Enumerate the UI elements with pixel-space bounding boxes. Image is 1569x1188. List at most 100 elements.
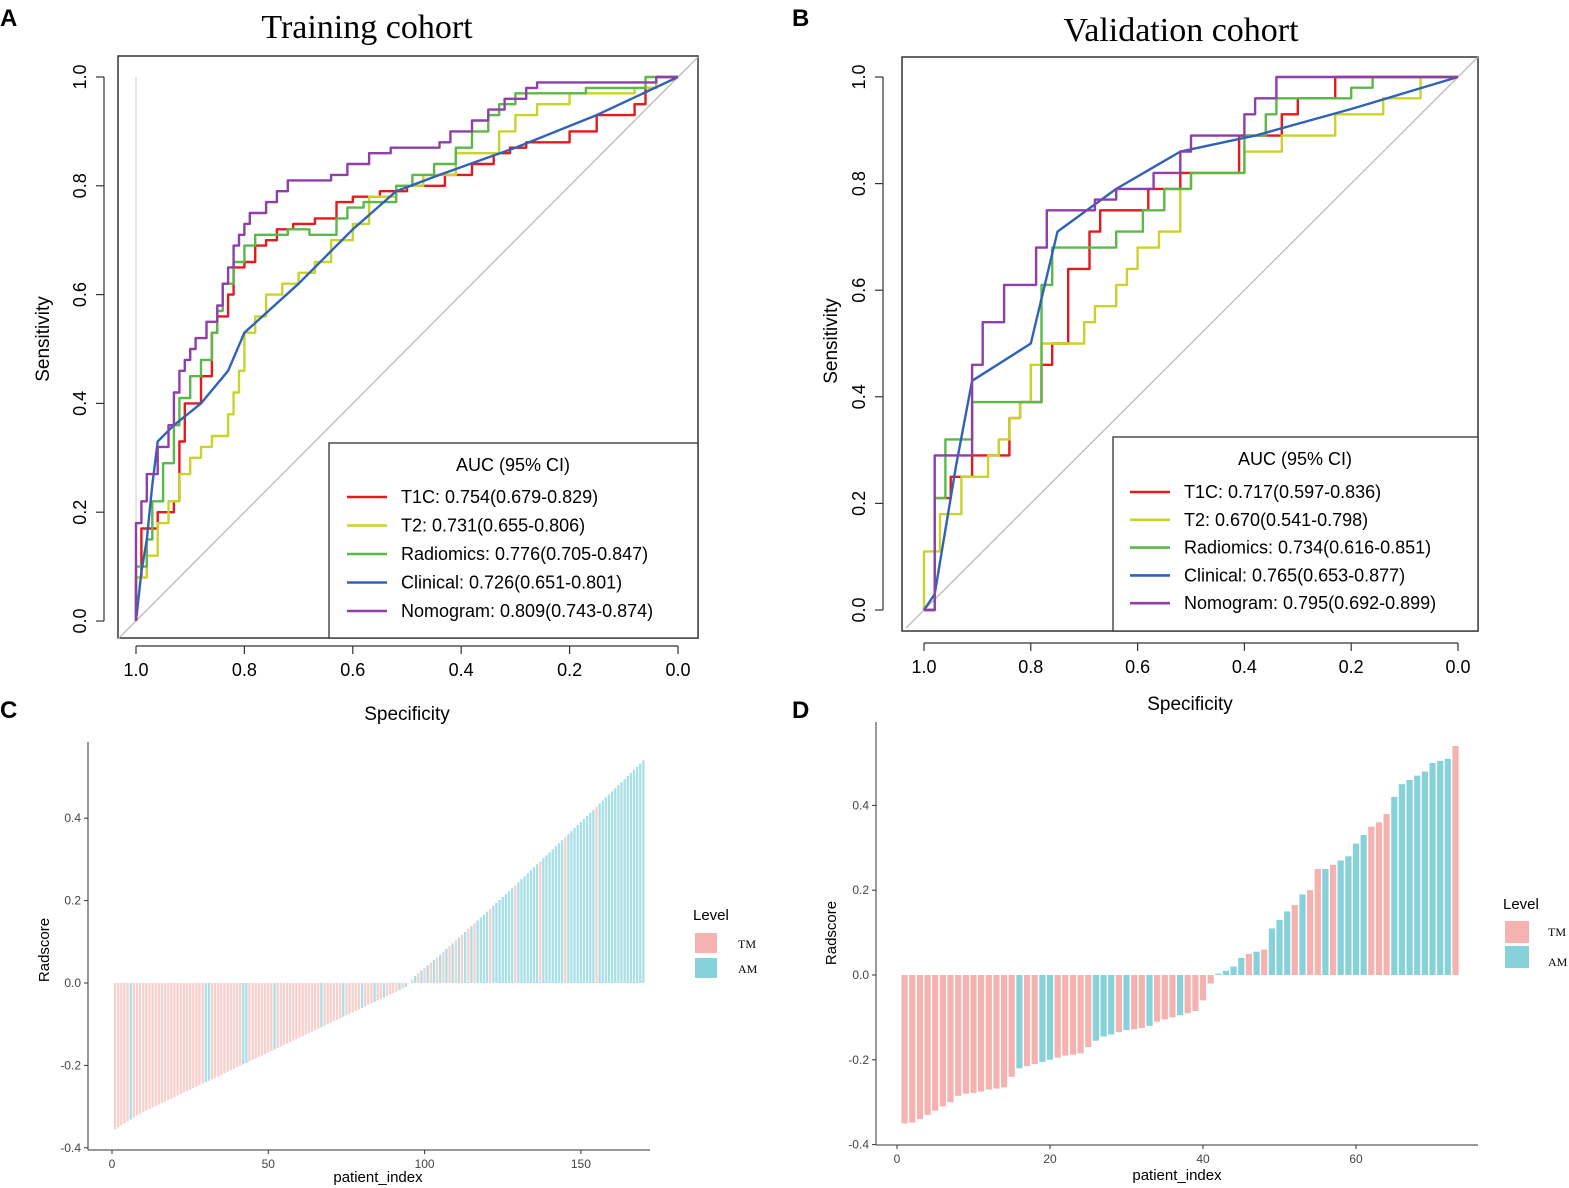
panel-c-bar xyxy=(235,983,239,1068)
panel-c-bar xyxy=(220,983,223,1075)
d-y-tick-label: -0.2 xyxy=(848,1053,869,1067)
panel-c-bar xyxy=(611,791,614,983)
panel-d-bar xyxy=(1291,905,1298,975)
panel-c-bar xyxy=(320,983,323,1028)
panel-c-bar xyxy=(464,932,467,983)
panel-c-bar xyxy=(545,855,548,983)
panel-c-bar xyxy=(113,983,117,1130)
panel-c-legend: Level TM AM xyxy=(693,907,758,978)
b-legend-entry-t1c: T1C: 0.717(0.597-0.836) xyxy=(1184,482,1381,502)
panel-c-legend-tm-label: TM xyxy=(738,937,756,951)
c-y-tick-label: 0.0 xyxy=(64,976,81,990)
panel-d-bar xyxy=(1360,835,1367,975)
panel-d-bar xyxy=(1368,826,1375,975)
panel-a-roc: Training cohort 1.0 0.8 0.6 0.4 0.2 0.0 0.00.… xyxy=(33,9,699,725)
panel-c-bar xyxy=(417,973,420,983)
panel-c-bar xyxy=(529,870,532,983)
panel-c-bar xyxy=(389,983,392,995)
panel-d-bar xyxy=(1146,975,1153,1026)
panel-b-x-label: Specificity xyxy=(1147,694,1233,715)
b-x-tick-label: 0.6 xyxy=(1125,657,1150,677)
d-y-tick-label: 0.0 xyxy=(852,968,869,982)
panel-d-bar xyxy=(1222,970,1230,975)
panel-c-bar xyxy=(454,940,457,983)
panel-label-a: A xyxy=(0,5,17,32)
panel-c-bar xyxy=(289,983,292,1043)
panel-c-bar xyxy=(204,983,207,1083)
panel-c-bar xyxy=(214,983,217,1078)
panel-c-bar xyxy=(295,983,298,1040)
panel-c-legend-tm-swatch xyxy=(695,933,717,953)
panel-c-bar xyxy=(373,983,376,1002)
panel-c-bar xyxy=(370,983,373,1004)
panel-d-bar xyxy=(1046,975,1054,1060)
panel-c-bar xyxy=(332,983,335,1022)
a-y-tick-label: 0.0 xyxy=(70,608,90,633)
panel-d-bar xyxy=(1031,975,1038,1064)
panel-d-bar xyxy=(1314,869,1321,975)
panel-c-bar xyxy=(323,983,326,1026)
panel-c-bar xyxy=(445,949,448,983)
panel-c-bar xyxy=(429,962,432,983)
panel-c-bar xyxy=(179,983,182,1095)
panel-c-bar xyxy=(401,983,404,989)
panel-c-bar xyxy=(604,797,607,983)
panel-d-bar xyxy=(1138,975,1145,1028)
panel-b-roc: Validation cohort 1.0 0.8 0.6 0.4 0.2 0.0 0.0… xyxy=(821,12,1479,715)
b-legend-entry-t2: T2: 0.670(0.541-0.798) xyxy=(1184,510,1368,530)
panel-c-bar xyxy=(501,897,504,983)
a-legend-entry-radiomics: Radiomics: 0.776(0.705-0.847) xyxy=(401,544,648,564)
panel-a-x-axis: 1.0 0.8 0.6 0.4 0.2 0.0 xyxy=(123,645,691,680)
a-y-tick-label: 0.4 xyxy=(70,391,90,416)
panel-a-diagonal xyxy=(117,56,699,640)
b-x-tick-label: 0.0 xyxy=(1445,657,1470,677)
panel-d-bar xyxy=(1230,966,1237,975)
panel-d-x-axis: 0 20 40 60 xyxy=(894,1145,1363,1166)
panel-d-bar xyxy=(1452,746,1459,975)
panel-c-bar xyxy=(367,983,370,1005)
panel-d-bar xyxy=(1375,822,1383,975)
panel-c-bar xyxy=(435,957,439,983)
panel-c-bar xyxy=(564,837,567,983)
panel-d-bar xyxy=(1276,919,1283,975)
panel-c-bar xyxy=(629,772,632,983)
panel-c-bar xyxy=(217,983,220,1077)
panel-c-bar xyxy=(264,983,267,1054)
panel-a-x-label: Specificity xyxy=(364,704,450,725)
panel-d-bar xyxy=(1352,843,1360,975)
panel-c-bar xyxy=(298,983,301,1038)
a-curve-nomogram xyxy=(134,75,678,621)
panel-d-bar xyxy=(932,975,939,1111)
panel-b-y-label: Sensitivity xyxy=(821,298,842,384)
panel-d-y-label: Radscore xyxy=(823,901,840,965)
panel-c-bar xyxy=(510,888,514,983)
panel-d-bar xyxy=(1192,975,1199,1011)
panel-c-bar xyxy=(532,867,536,983)
panel-c-bar xyxy=(598,803,601,983)
b-curve-radiomics xyxy=(924,75,1458,612)
panel-d-bar xyxy=(955,975,962,1096)
panel-c-bar xyxy=(376,983,379,1001)
a-x-tick-label: 0.8 xyxy=(232,660,257,680)
panel-c-bar xyxy=(207,983,210,1081)
panel-c-bar xyxy=(151,983,154,1108)
panel-d-bar xyxy=(1169,975,1176,1018)
b-y-tick-label: 0.0 xyxy=(849,597,869,622)
panel-d-bar xyxy=(1054,975,1061,1058)
panel-d-bar xyxy=(1077,975,1084,1054)
b-x-tick-label: 0.4 xyxy=(1232,657,1257,677)
panel-c-bar xyxy=(557,843,561,983)
panel-d-bar xyxy=(962,975,969,1094)
panel-d-bar xyxy=(1406,780,1413,975)
panel-c-bar xyxy=(485,911,489,983)
panel-c-bar xyxy=(636,766,639,983)
panel-c-y-axis: -0.4 -0.2 0.0 0.2 0.4 xyxy=(60,811,88,1155)
panel-c-bar xyxy=(157,983,160,1105)
c-y-tick-label: -0.2 xyxy=(60,1058,81,1072)
panel-c-bar xyxy=(126,983,129,1122)
panel-d-bar xyxy=(1062,975,1069,1056)
panel-d-bar xyxy=(1421,771,1428,975)
b-y-tick-label: 1.0 xyxy=(849,64,869,89)
panel-c-bar xyxy=(304,983,307,1035)
